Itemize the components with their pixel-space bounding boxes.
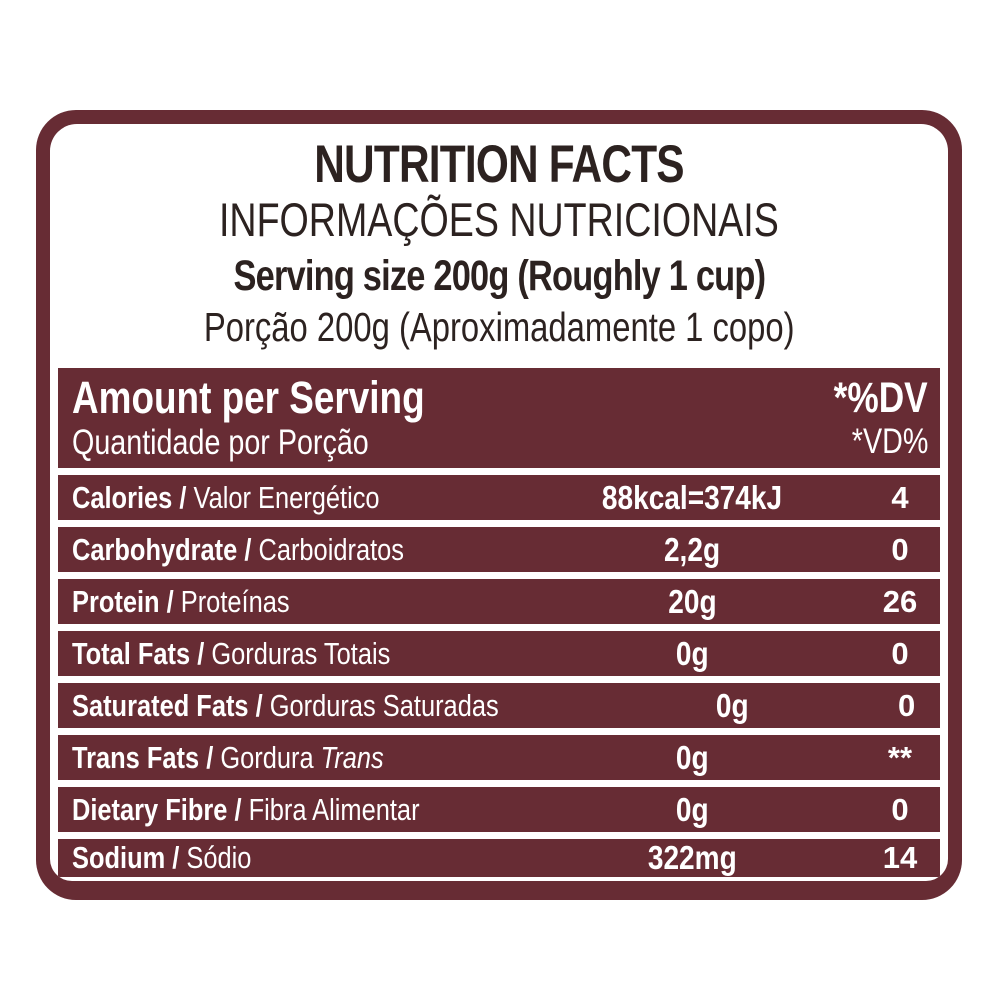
table-row: Trans Fats / Gordura Trans 0g ** [58,735,940,780]
row-daily-value: 0 [891,531,909,567]
row-nutrient-name: Dietary Fibre / Fibra Alimentar [58,792,524,828]
nutrition-label: NUTRITION FACTS INFORMAÇÕES NUTRICIONAIS… [36,110,962,900]
row-amount-value: 0g [675,790,709,828]
row-daily-value: 0 [891,635,909,671]
row-name-en: Sodium / [72,840,187,875]
table-row: Saturated Fats / Gorduras Saturadas 0g 0 [58,683,940,728]
table-header-row: Amount per Serving Quantidade por Porção… [58,368,940,468]
serving-size-line-pt: Porção 200g (Aproximadamente 1 copo) [50,300,948,350]
table-row: Total Fats / Gorduras Totais 0g 0 [58,631,940,676]
row-name-pt: Carboidratos [258,531,404,567]
row-nutrient-name: Saturated Fats / Gorduras Saturadas [58,688,592,724]
row-name-en: Carbohydrate / [72,531,259,567]
row-amount-value: 0g [675,738,709,776]
row-name-en: Total Fats / [72,635,212,671]
table-row: Carbohydrate / Carboidratos 2,2g 0 [58,527,940,572]
title-line: NUTRITION FACTS [50,124,948,193]
row-daily-value: 4 [891,479,909,515]
row-amount-value: 322mg [647,839,737,876]
daily-value-en: *%DV [833,374,928,422]
row-nutrient-name: Protein / Proteínas [58,584,524,620]
row-name-en: Saturated Fats / [72,687,270,723]
row-name-en: Dietary Fibre / [72,791,249,827]
serving-size-en: Serving size 200g (Roughly 1 cup) [233,252,766,300]
table-row: Sodium / Sódio 322mg 14 [58,839,940,877]
row-name-pt: Valor Energético [193,479,380,515]
row-amount-value: 88kcal=374kJ [601,478,783,516]
label-header: NUTRITION FACTS INFORMAÇÕES NUTRICIONAIS… [50,124,948,368]
table-row: Protein / Proteínas 20g 26 [58,579,940,624]
row-amount-value: 20g [667,582,717,620]
label-inner-panel: NUTRITION FACTS INFORMAÇÕES NUTRICIONAIS… [50,124,948,881]
row-amount-value: 0g [675,634,709,672]
row-name-pt: Sódio [186,840,252,875]
table-rows: Calories / Valor Energético 88kcal=374kJ… [58,475,940,877]
row-nutrient-name: Carbohydrate / Carboidratos [58,532,524,568]
row-nutrient-name: Calories / Valor Energético [58,480,524,516]
subtitle: INFORMAÇÕES NUTRICIONAIS [219,193,779,246]
table-row: Calories / Valor Energético 88kcal=374kJ… [58,475,940,520]
row-name-pt: Proteínas [180,583,290,619]
subtitle-line: INFORMAÇÕES NUTRICIONAIS [50,193,948,245]
row-amount-value: 0g [716,686,750,724]
daily-value-pt: *VD% [851,422,928,461]
row-daily-value: ** [887,739,913,775]
amount-per-serving-block: Amount per Serving Quantidade por Porção [58,373,502,463]
serving-size-pt: Porção 200g (Aproximadamente 1 copo) [203,304,795,350]
row-daily-value: 0 [891,791,909,827]
row-nutrient-name: Total Fats / Gorduras Totais [58,636,524,672]
row-nutrient-name: Trans Fats / Gordura Trans [58,740,524,776]
amount-per-serving-en: Amount per Serving [72,372,425,423]
row-name-pt: Gorduras Saturadas [269,687,499,723]
daily-value-block: *%DV *VD% [813,374,940,462]
row-name-en: Calories / [72,479,194,515]
title: NUTRITION FACTS [314,135,684,194]
row-name-pt: Gordura Trans [220,739,384,775]
table-row: Dietary Fibre / Fibra Alimentar 0g 0 [58,787,940,832]
row-amount-value: 2,2g [663,530,721,568]
amount-per-serving-pt: Quantidade por Porção [72,423,369,462]
row-nutrient-name: Sodium / Sódio [58,840,524,876]
row-name-en: Trans Fats / [72,739,221,775]
row-name-en: Protein / [72,583,181,619]
row-daily-value: 14 [882,840,918,875]
row-name-pt: Fibra Alimentar [248,791,420,827]
row-daily-value: 26 [882,583,918,619]
row-name-pt: Gorduras Totais [211,635,391,671]
serving-size-line-en: Serving size 200g (Roughly 1 cup) [50,245,948,300]
nutrition-table: Amount per Serving Quantidade por Porção… [58,368,940,877]
row-daily-value: 0 [897,687,916,723]
